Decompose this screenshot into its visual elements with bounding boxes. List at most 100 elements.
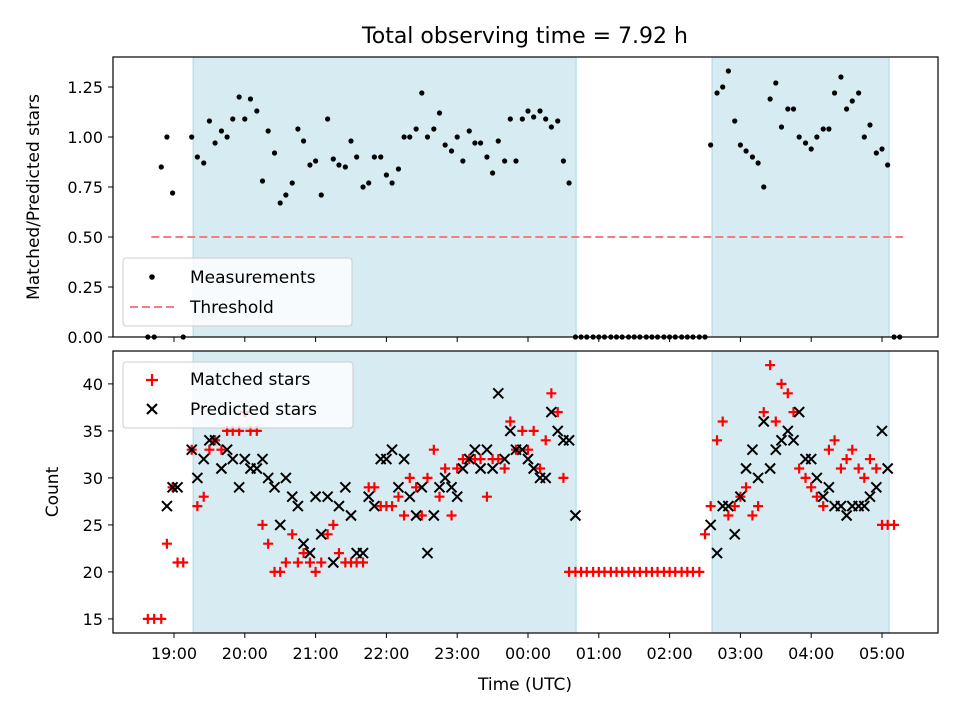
x-axis-label: Time (UTC) (477, 675, 572, 695)
measurement-point (407, 134, 413, 140)
measurement-point (295, 126, 301, 132)
predicted-stars-point (280, 472, 292, 484)
count-legend: Matched stars Predicted stars (122, 361, 354, 429)
predicted-stars-point (321, 490, 334, 503)
predicted-stars-point (268, 481, 281, 494)
matched-stars-point (287, 529, 298, 540)
matched-stars-point (292, 557, 303, 568)
predicted-stars-point (171, 481, 184, 494)
matched-stars-point (546, 388, 557, 399)
y-tick-label: 15 (83, 610, 103, 629)
predicted-stars-point (835, 500, 847, 512)
predicted-stars-point (758, 415, 770, 428)
predicted-stars-point (274, 519, 286, 531)
predicted-stars-point (439, 472, 451, 484)
predicted-stars-point (410, 509, 422, 522)
measurement-point (265, 128, 271, 134)
predicted-stars-point (185, 443, 198, 456)
predicted-stars-point (309, 490, 322, 503)
matched-stars-point (310, 566, 321, 577)
predicted-stars-point (333, 500, 345, 512)
matched-stars-point (505, 416, 516, 427)
y-tick-label: 30 (83, 469, 103, 488)
predicted-stars-point (770, 443, 782, 456)
measurement-point (460, 158, 466, 164)
predicted-stars-point (166, 481, 179, 494)
predicted-stars-point (262, 472, 274, 484)
predicted-stars-point (445, 481, 458, 494)
predicted-stars-point (481, 443, 493, 456)
predicted-stars-point (764, 462, 776, 475)
ratio-y-axis: 0.00 0.25 0.50 0.75 1.00 1.25 (67, 78, 113, 347)
y-tick-label: 35 (83, 422, 103, 441)
measurement-point (861, 134, 867, 140)
measurement-point (442, 142, 448, 148)
measurement-point (247, 96, 254, 102)
predicted-stars-point (817, 490, 829, 503)
matched-stars-point (328, 519, 339, 530)
count-y-axis-label: Count (43, 466, 63, 517)
matched-stars-point (700, 529, 710, 540)
measurement-point (330, 156, 336, 162)
matched-stars-point (404, 472, 415, 483)
matched-stars-point (758, 407, 769, 418)
measurement-point (555, 118, 561, 124)
predicted-stars-point (215, 462, 228, 475)
y-tick-label: 0.75 (67, 178, 103, 197)
predicted-stars-point (315, 528, 327, 541)
predicted-stars-point (498, 453, 511, 465)
matched-stars-point (747, 510, 758, 521)
measurement-point (424, 134, 431, 140)
measurement-point (413, 126, 419, 132)
predicted-stars-point (404, 490, 416, 503)
predicted-stars-point (451, 490, 463, 503)
ratio-points (145, 68, 903, 340)
matched-stars-point (835, 463, 846, 474)
predicted-stars-point (416, 481, 428, 494)
predicted-stars-point (380, 453, 393, 465)
measurement-point (389, 180, 395, 186)
predicted-stars-legend-label: Predicted stars (190, 400, 317, 420)
matched-stars-point (717, 416, 728, 427)
predicted-stars-point (198, 453, 210, 465)
matched-stars-point (499, 463, 510, 474)
predicted-stars-point (345, 509, 357, 522)
observing-window-2 (711, 350, 890, 634)
count-x-axis: 19:00 20:00 21:00 22:00 23:00 00:00 01:00 02:00… (151, 633, 905, 663)
measurement-point (289, 180, 295, 186)
predicted-stars-point (463, 453, 475, 465)
matched-stars-point (178, 557, 189, 568)
matched-stars-point (440, 463, 451, 474)
matched-stars-point (399, 510, 410, 521)
predicted-stars-point (239, 453, 251, 465)
predicted-stars-point (428, 509, 440, 522)
measurement-point (477, 140, 484, 146)
matched-stars-point (198, 491, 209, 502)
matched-stars-point (316, 557, 327, 568)
measurement-point (767, 96, 773, 102)
y-tick-label: 0.00 (67, 328, 103, 347)
predicted-stars-point (858, 500, 871, 512)
y-tick-label: 20 (83, 563, 103, 582)
predicted-stars-point (545, 406, 558, 418)
ratio-x-ticks (173, 337, 883, 342)
measurement-point (814, 134, 820, 140)
predicted-stars-point (811, 472, 823, 484)
predicted-stars-point (805, 453, 817, 465)
predicted-stars-point (746, 443, 759, 456)
matched-stars-point (776, 378, 787, 389)
predicted-stars-point (539, 472, 552, 484)
y-tick-label: 1.25 (67, 78, 103, 97)
x-tick-label: 21:00 (293, 644, 339, 663)
x-tick-label: 00:00 (505, 644, 551, 663)
measurement-point (448, 148, 455, 154)
measurement-point (271, 150, 278, 156)
predicted-stars-point (433, 481, 446, 494)
measurement-point (826, 126, 832, 132)
predicted-stars-point (227, 453, 239, 465)
matched-stars-point (558, 472, 569, 483)
matched-stars-point (156, 613, 167, 624)
measurement-point (313, 158, 319, 164)
x-tick-label: 20:00 (222, 644, 268, 663)
measurement-point (732, 118, 738, 124)
